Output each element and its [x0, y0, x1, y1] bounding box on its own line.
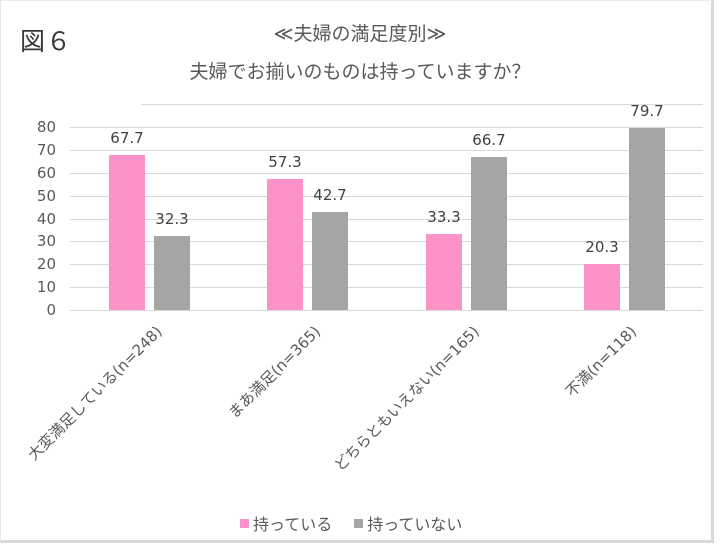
gridline [70, 241, 703, 242]
gridline [70, 219, 703, 220]
data-label: 66.7 [472, 131, 506, 149]
y-tick-label: 70 [36, 141, 56, 159]
gridline [70, 173, 703, 174]
bar-have [267, 179, 303, 310]
legend: 持っている 持っていない [240, 511, 484, 535]
y-tick-label: 80 [36, 118, 56, 136]
bar-not-have [629, 128, 665, 310]
legend-item-not-have: 持っていない [354, 511, 462, 535]
y-tick-label: 10 [36, 278, 56, 296]
y-tick-label: 50 [36, 187, 56, 205]
data-label: 57.3 [268, 153, 302, 171]
data-label: 79.7 [630, 102, 664, 120]
data-label: 67.7 [110, 129, 144, 147]
legend-swatch-pink [240, 518, 249, 528]
legend-item-have: 持っている [240, 511, 332, 535]
data-label: 42.7 [313, 186, 347, 204]
gridline [70, 150, 703, 151]
bar-have [426, 234, 462, 310]
y-tick-label: 0 [46, 301, 56, 319]
gridline [70, 287, 703, 288]
chart-title-line1: ≪夫婦の満足度別≫ [273, 23, 447, 45]
gridline [70, 127, 703, 128]
bar-have [584, 264, 620, 310]
data-label: 20.3 [585, 238, 619, 256]
legend-swatch-gray [354, 518, 364, 528]
legend-label: 持っている [253, 515, 333, 534]
data-label: 32.3 [155, 210, 189, 228]
y-tick-label: 40 [36, 210, 56, 228]
bar-not-have [154, 236, 190, 310]
data-label: 33.3 [427, 208, 461, 226]
gridline [70, 196, 703, 197]
gridline [70, 310, 703, 311]
plot-top-border [141, 104, 703, 105]
y-tick-label: 30 [36, 232, 56, 250]
y-tick-label: 60 [36, 164, 56, 182]
y-tick-label: 20 [36, 255, 56, 273]
legend-label: 持っていない [367, 515, 463, 534]
bar-not-have [471, 157, 507, 310]
bar-have [109, 155, 145, 310]
figure-label: 図６ [20, 27, 73, 56]
chart-title-line2: 夫婦でお揃いのものは持っていますか？ [189, 61, 531, 83]
bar-not-have [312, 212, 348, 310]
gridline [70, 264, 703, 265]
